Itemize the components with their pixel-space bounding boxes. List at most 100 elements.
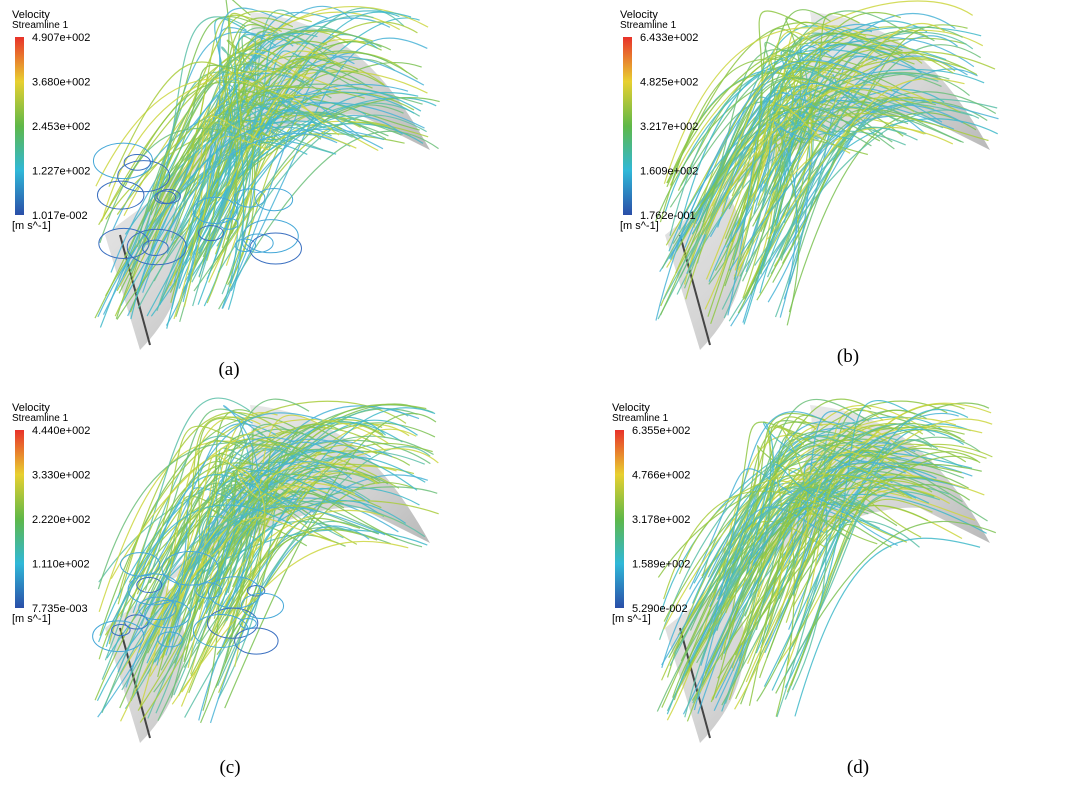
vortex-line: [192, 613, 249, 648]
streamline: [137, 102, 421, 309]
color-bar-label: 7.735e-003: [32, 603, 88, 615]
streamline: [217, 93, 340, 202]
streamline: [149, 469, 340, 607]
color-bar-label: 2.453e+002: [32, 121, 90, 133]
legend-unit: [m s^-1]: [620, 220, 659, 232]
color-bar-label: 2.220e+002: [32, 514, 90, 526]
streamline: [98, 473, 371, 583]
streamline: [149, 10, 312, 210]
streamline: [678, 473, 935, 575]
color-bar-label: 3.680e+002: [32, 77, 90, 89]
legend-title: Velocity: [12, 9, 50, 21]
legend-unit: [m s^-1]: [12, 220, 51, 232]
streamline: [663, 417, 957, 630]
color-bar-label: 5.290e-002: [632, 603, 688, 615]
streamline: [720, 421, 823, 661]
streamline: [704, 409, 916, 674]
streamline: [687, 58, 966, 273]
streamline: [132, 474, 295, 614]
blade-surface: [105, 12, 430, 350]
streamline: [697, 106, 881, 211]
panel-caption: (b): [837, 346, 859, 367]
streamline: [665, 59, 842, 246]
streamline: [212, 27, 264, 234]
vortex-line: [98, 227, 150, 259]
streamline: [659, 77, 826, 316]
streamline: [763, 54, 808, 184]
streamline: [794, 537, 981, 717]
streamline: [731, 10, 803, 243]
streamline: [686, 83, 858, 275]
vortex-line: [197, 225, 224, 242]
vortex-line: [141, 239, 169, 257]
streamline: [226, 31, 289, 190]
streamline: [224, 442, 433, 617]
streamline: [171, 540, 409, 705]
color-bar: [15, 37, 24, 215]
streamline: [198, 17, 294, 278]
streamline: [663, 106, 899, 300]
streamline: [790, 99, 999, 251]
color-bar-label: 4.825e+002: [640, 77, 698, 89]
streamline: [726, 463, 982, 640]
vortex-line: [207, 607, 259, 639]
streamline: [208, 121, 411, 275]
streamline: [792, 460, 906, 595]
streamline: [214, 12, 252, 255]
legend-subtitle: Streamline 1: [620, 20, 677, 31]
legend-title: Velocity: [12, 402, 50, 414]
streamline: [759, 118, 998, 294]
blade-edge: [679, 627, 711, 739]
streamline: [217, 7, 405, 197]
streamline: [206, 21, 418, 261]
vortex-line: [246, 585, 266, 597]
vortex-line: [154, 190, 177, 205]
streamline: [227, 33, 277, 310]
streamline: [173, 122, 245, 320]
streamline: [167, 34, 336, 188]
streamline: [659, 58, 816, 223]
vortex-line: [255, 187, 294, 212]
streamline: [783, 44, 837, 300]
vortex-line: [96, 180, 145, 210]
streamline: [676, 479, 930, 694]
streamline: [137, 505, 316, 711]
streamline: [181, 91, 419, 291]
vortex-line: [219, 217, 239, 230]
color-bar-label: 6.433e+002: [640, 32, 698, 44]
color-bar: [15, 430, 24, 608]
streamline: [724, 12, 901, 246]
streamline: [218, 450, 418, 584]
streamline: [140, 500, 426, 627]
streamline: [763, 408, 969, 687]
color-bar: [615, 430, 624, 608]
color-bar-label: 1.227e+002: [32, 166, 90, 178]
streamline: [746, 463, 841, 575]
streamline: [205, 475, 364, 610]
vortex-line: [92, 620, 145, 653]
vortex-line: [195, 582, 223, 599]
streamline: [734, 451, 867, 710]
legend-title: Velocity: [620, 9, 658, 21]
streamline: [193, 104, 404, 292]
streamline: [770, 55, 968, 195]
vortex-line: [144, 599, 191, 629]
streamline: [776, 72, 939, 258]
streamline: [745, 418, 993, 683]
streamline: [788, 468, 823, 591]
vortex-line: [138, 596, 177, 621]
streamline: [663, 426, 965, 622]
streamline: [680, 444, 856, 662]
legend-subtitle: Streamline 1: [12, 413, 69, 424]
streamline: [704, 84, 932, 235]
vortex-line: [127, 573, 181, 606]
vortex-line: [242, 233, 274, 253]
color-bar-label: 1.589e+002: [632, 559, 690, 571]
streamline: [224, 412, 437, 709]
streamline: [791, 523, 892, 647]
streamline: [99, 416, 296, 636]
streamline: [159, 15, 265, 181]
streamline: [110, 418, 389, 580]
